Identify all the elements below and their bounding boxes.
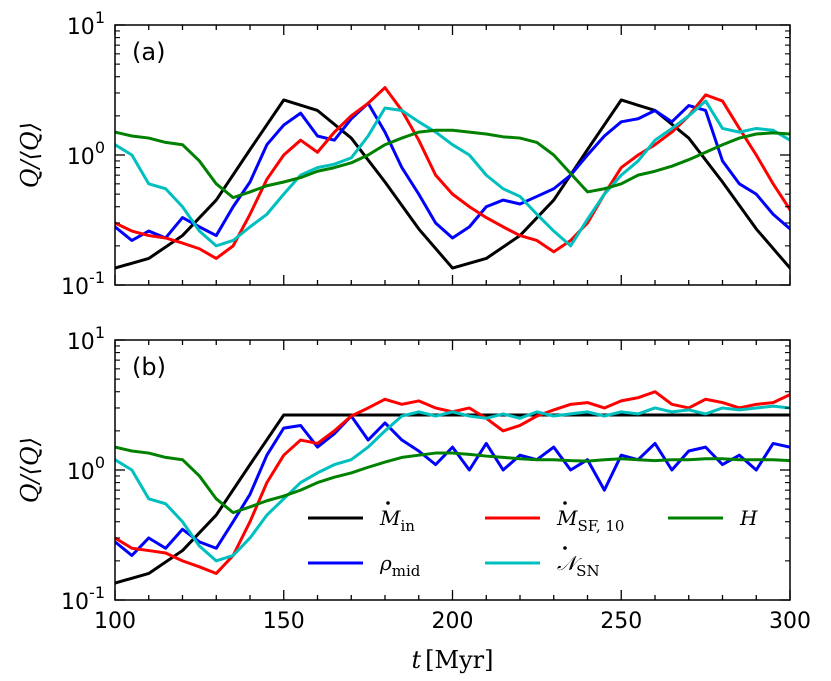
- legend-label: MSF, 10: [556, 506, 624, 535]
- panel-label: (a): [132, 38, 165, 66]
- y-tick-base: 10: [67, 145, 95, 170]
- y-tick-label: 100: [67, 138, 105, 170]
- legend-subscript: SF, 10: [577, 517, 624, 535]
- y-tick-base: 10: [61, 590, 89, 615]
- legend-label: Min: [379, 506, 415, 535]
- series-line-H: [115, 445, 790, 515]
- y-tick-exponent: 0: [95, 453, 105, 472]
- legend-dot: [563, 546, 567, 550]
- series-line-Msf: [115, 86, 790, 260]
- legend-item-Min: Min: [308, 501, 415, 535]
- legend-label: H: [739, 506, 758, 530]
- legend-item-Nsn: 𝒩SN: [485, 546, 600, 580]
- y-axis-label: Q/⟨Q⟩: [16, 437, 44, 503]
- y-axis-label: Q/⟨Q⟩: [16, 122, 44, 188]
- legend-label: ρmid: [379, 551, 421, 580]
- series-line-rho: [115, 101, 790, 242]
- y-tick-exponent: 1: [95, 323, 105, 342]
- x-tick-label: 200: [432, 609, 474, 634]
- y-tick-exponent: 1: [95, 8, 105, 27]
- series-line-rho: [115, 414, 790, 557]
- y-tick-label: 100: [67, 453, 105, 485]
- y-tick-exponent: -1: [89, 583, 105, 602]
- panel-label: (b): [132, 353, 166, 381]
- legend-symbol: H: [739, 506, 758, 530]
- series-line-Min: [115, 98, 790, 270]
- series-line-Min: [115, 413, 790, 585]
- legend-subscript: in: [400, 517, 415, 535]
- legend-dot: [386, 501, 390, 505]
- y-tick-label: 10-1: [61, 583, 105, 615]
- x-tick-label: 250: [600, 609, 642, 634]
- y-tick-label: 101: [67, 323, 105, 355]
- legend-symbol: ρ: [379, 551, 392, 575]
- x-tick-label: 100: [94, 609, 136, 634]
- x-axis-unit: [Myr]: [425, 646, 493, 674]
- y-tick-label: 10-1: [61, 268, 105, 300]
- y-tick-base: 10: [67, 15, 95, 40]
- legend-subscript: mid: [392, 562, 421, 580]
- y-tick-base: 10: [67, 460, 95, 485]
- x-axis-symbol: t: [412, 646, 422, 674]
- legend-item-rho: ρmid: [308, 551, 421, 580]
- legend-subscript: SN: [576, 562, 599, 580]
- legend-dot: [563, 501, 567, 505]
- series-group: [115, 390, 790, 585]
- y-tick-base: 10: [61, 275, 89, 300]
- legend-label: 𝒩SN: [557, 551, 600, 580]
- x-axis-label: t [Myr]: [412, 646, 494, 674]
- y-tick-label: 101: [67, 8, 105, 40]
- y-tick-exponent: -1: [89, 268, 105, 287]
- legend-item-Msf: MSF, 10: [485, 501, 624, 535]
- x-tick-label: 150: [263, 609, 305, 634]
- legend-item-H: H: [668, 506, 758, 530]
- x-tick-label: 300: [769, 609, 811, 634]
- series-line-Nsn: [115, 99, 790, 248]
- series-line-Nsn: [115, 404, 790, 563]
- series-line-H: [115, 128, 790, 200]
- y-tick-exponent: 0: [95, 138, 105, 157]
- legend-symbol: M: [379, 506, 401, 530]
- legend-symbol: M: [556, 506, 578, 530]
- series-group: [115, 86, 790, 270]
- y-tick-base: 10: [67, 330, 95, 355]
